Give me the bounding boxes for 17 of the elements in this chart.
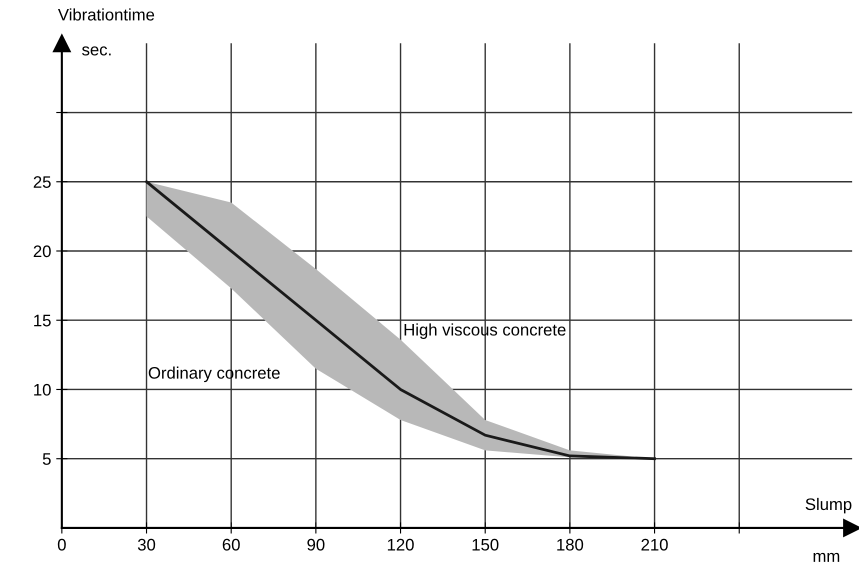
y-tick-label: 25 [34, 176, 51, 188]
x-tick-label: 210 [641, 538, 668, 551]
x-tick-label: 120 [388, 538, 414, 551]
y-tick-label: 15 [34, 314, 51, 326]
x-tick-label: 30 [138, 538, 156, 551]
y-tick-label: 20 [34, 245, 51, 258]
text: mm [814, 552, 840, 562]
x-axis-title: Slump [806, 498, 852, 514]
x-tick-label: 90 [307, 538, 324, 551]
x-tick-label: 150 [472, 538, 498, 551]
y-axis-title: Vibrationtime [58, 8, 154, 21]
x-tick-label: 180 [557, 538, 584, 551]
x-tick-label: 60 [222, 538, 240, 551]
y-tick-label: 10 [34, 384, 51, 396]
x-tick-label: 0 [58, 538, 66, 551]
y-tick-label: 5 [42, 453, 51, 465]
annotation: sec. [82, 46, 111, 56]
